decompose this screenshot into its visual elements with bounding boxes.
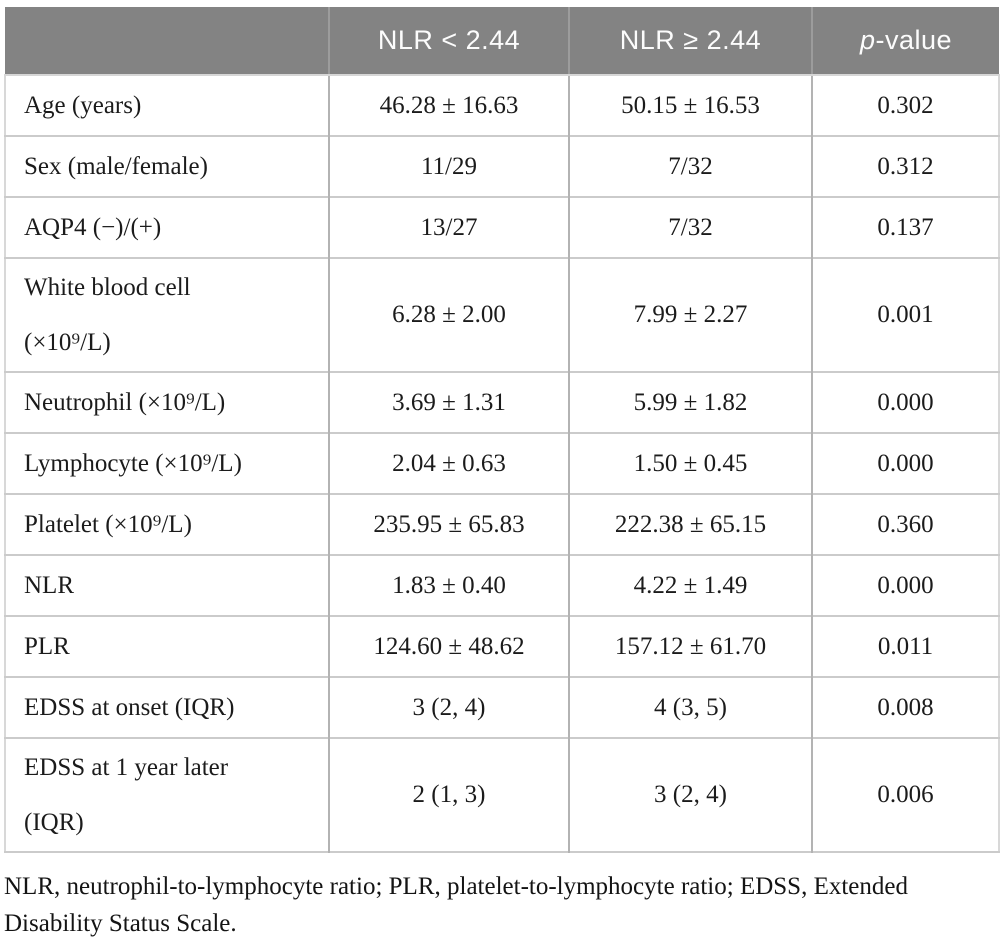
row-label-line: EDSS at 1 year later xyxy=(24,754,229,781)
row-label-cell: PLR xyxy=(5,615,329,677)
value-cell-nlr-high: 50.15 ± 16.53 xyxy=(568,74,812,136)
row-label-line: Lymphocyte (×10⁹/L) xyxy=(24,450,242,477)
row-label-cell: Platelet (×10⁹/L) xyxy=(5,493,329,555)
table-footnote: NLR, neutrophil-to-lymphocyte ratio; PLR… xyxy=(4,873,908,937)
row-label-line: Age (years) xyxy=(24,92,142,119)
header-empty-cell xyxy=(5,7,329,76)
value-cell-nlr-high: 222.38 ± 65.15 xyxy=(568,493,812,555)
column-header-nlr-low: NLR < 2.44 xyxy=(328,7,569,76)
value-cell-nlr-low: 2 (1, 3) xyxy=(328,737,569,852)
row-label-line: PLR xyxy=(24,633,70,660)
row-label-cell: EDSS at onset (IQR) xyxy=(5,676,329,738)
row-label-cell: Sex (male/female) xyxy=(5,135,329,197)
value-cell-nlr-low: 1.83 ± 0.40 xyxy=(328,554,569,616)
value-cell-nlr-low: 6.28 ± 2.00 xyxy=(328,257,569,372)
p-value-cell: 0.137 xyxy=(811,196,999,258)
value-cell-nlr-high: 4.22 ± 1.49 xyxy=(568,554,812,616)
value-cell-nlr-low: 11/29 xyxy=(328,135,569,197)
row-label-cell: Age (years) xyxy=(5,74,329,136)
value-cell-nlr-low: 235.95 ± 65.83 xyxy=(328,493,569,555)
row-label-line: NLR xyxy=(24,572,74,599)
row-label-cell: NLR xyxy=(5,554,329,616)
value-cell-nlr-low: 3 (2, 4) xyxy=(328,676,569,738)
p-value-rest: -value xyxy=(875,25,953,55)
p-value-cell: 0.302 xyxy=(811,74,999,136)
table-row: PLR 124.60 ± 48.62 157.12 ± 61.70 0.011 xyxy=(5,615,999,677)
table-row: Age (years) 46.28 ± 16.63 50.15 ± 16.53 0.3… xyxy=(5,74,999,136)
p-value-cell: 0.360 xyxy=(811,493,999,555)
table-row: Neutrophil (×10⁹/L) 3.69 ± 1.31 5.99 ± 1.8… xyxy=(5,371,999,433)
value-cell-nlr-high: 7.99 ± 2.27 xyxy=(568,257,812,372)
row-label-line: Neutrophil (×10⁹/L) xyxy=(24,389,226,416)
value-cell-nlr-high: 7/32 xyxy=(568,135,812,197)
row-label-cell: AQP4 (−)/(+) xyxy=(5,196,329,258)
row-label-cell: Lymphocyte (×10⁹/L) xyxy=(5,432,329,494)
column-header-p-value: p-value xyxy=(811,7,999,76)
table-row: Sex (male/female) 11/29 7/32 0.312 xyxy=(5,135,999,197)
column-header-nlr-high: NLR ≥ 2.44 xyxy=(568,7,812,76)
value-cell-nlr-high: 7/32 xyxy=(568,196,812,258)
row-label-line: AQP4 (−)/(+) xyxy=(24,214,162,241)
p-value-cell: 0.312 xyxy=(811,135,999,197)
p-value-cell: 0.001 xyxy=(811,257,999,372)
value-cell-nlr-high: 157.12 ± 61.70 xyxy=(568,615,812,677)
table-row: NLR 1.83 ± 0.40 4.22 ± 1.49 0.000 xyxy=(5,554,999,616)
p-value-cell: 0.000 xyxy=(811,432,999,494)
table-row: White blood cell (×10⁹/L) 6.28 ± 2.00 7.99 … xyxy=(5,257,999,372)
row-label-line: Sex (male/female) xyxy=(24,153,208,180)
table-row: EDSS at onset (IQR) 3 (2, 4) 4 (3, 5) 0.008 xyxy=(5,676,999,738)
table-row: EDSS at 1 year later (IQR) 2 (1, 3) 3 (2, 4… xyxy=(5,737,999,852)
comparison-table: NLR < 2.44 NLR ≥ 2.44 p-value Age (years… xyxy=(4,7,1000,853)
row-label-line: White blood cell xyxy=(24,274,191,301)
value-cell-nlr-low: 124.60 ± 48.62 xyxy=(328,615,569,677)
value-cell-nlr-high: 5.99 ± 1.82 xyxy=(568,371,812,433)
p-value-cell: 0.000 xyxy=(811,554,999,616)
p-value-cell: 0.011 xyxy=(811,615,999,677)
row-label-line: (IQR) xyxy=(24,809,84,836)
row-label-cell: Neutrophil (×10⁹/L) xyxy=(5,371,329,433)
value-cell-nlr-low: 46.28 ± 16.63 xyxy=(328,74,569,136)
value-cell-nlr-high: 1.50 ± 0.45 xyxy=(568,432,812,494)
table-row: Platelet (×10⁹/L) 235.95 ± 65.83 222.38 ± … xyxy=(5,493,999,555)
row-label-line: EDSS at onset (IQR) xyxy=(24,694,235,721)
row-label-line: (×10⁹/L) xyxy=(24,329,111,356)
p-value-cell: 0.000 xyxy=(811,371,999,433)
header-row: NLR < 2.44 NLR ≥ 2.44 p-value xyxy=(5,7,999,76)
value-cell-nlr-high: 4 (3, 5) xyxy=(568,676,812,738)
p-value-cell: 0.006 xyxy=(811,737,999,852)
value-cell-nlr-high: 3 (2, 4) xyxy=(568,737,812,852)
value-cell-nlr-low: 3.69 ± 1.31 xyxy=(328,371,569,433)
p-value-italic-p: p xyxy=(859,25,876,55)
table-row: Lymphocyte (×10⁹/L) 2.04 ± 0.63 1.50 ± 0.4… xyxy=(5,432,999,494)
value-cell-nlr-low: 2.04 ± 0.63 xyxy=(328,432,569,494)
row-label-cell: White blood cell (×10⁹/L) xyxy=(5,257,329,372)
table-row: AQP4 (−)/(+) 13/27 7/32 0.137 xyxy=(5,196,999,258)
value-cell-nlr-low: 13/27 xyxy=(328,196,569,258)
row-label-cell: EDSS at 1 year later (IQR) xyxy=(5,737,329,852)
row-label-line: Platelet (×10⁹/L) xyxy=(24,511,192,538)
p-value-cell: 0.008 xyxy=(811,676,999,738)
